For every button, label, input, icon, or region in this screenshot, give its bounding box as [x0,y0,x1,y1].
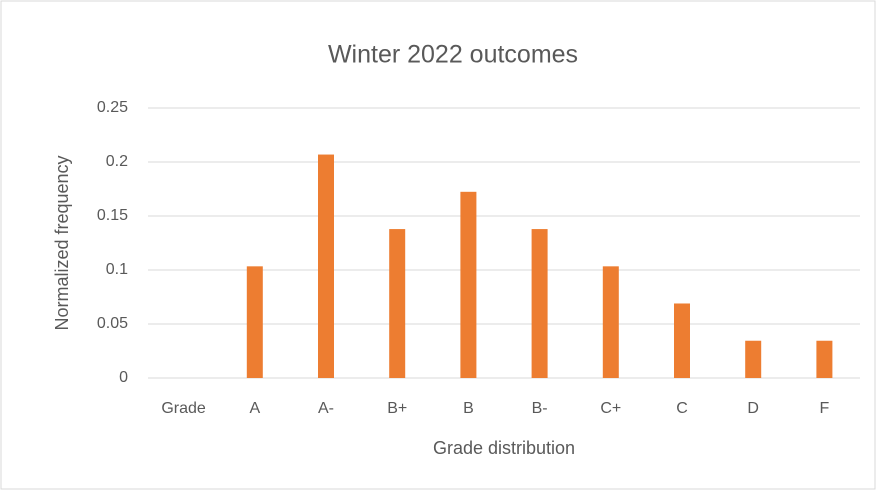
y-tick-label: 0.1 [106,261,128,278]
y-tick-label: 0.25 [97,99,128,116]
bar [389,229,406,378]
x-axis-label: Grade distribution [433,438,575,458]
bar [602,266,619,378]
bar [816,340,833,378]
bar [246,266,263,378]
x-tick-label: B [463,400,474,417]
y-tick-label: 0.15 [97,207,128,224]
x-tick-label: C+ [600,400,621,417]
x-tick-label: C [676,400,688,417]
bar [460,191,477,378]
x-tick-label: F [820,400,830,417]
bar [745,340,762,378]
y-tick-label: 0.2 [106,153,128,170]
bar [318,154,334,378]
x-tick-label: Grade [161,400,206,417]
x-tick-label: A- [318,400,334,417]
x-tick-label: D [747,400,759,417]
x-tick-label: B- [532,400,548,417]
x-tick-label: A [249,400,260,417]
y-tick-label: 0.05 [97,315,128,332]
y-axis-label: Normalized frequency [52,155,72,330]
bar [531,229,548,378]
x-tick-label: B+ [387,400,407,417]
bar [674,303,690,378]
y-tick-label: 0 [119,369,128,386]
chart-title: Winter 2022 outcomes [328,41,578,69]
